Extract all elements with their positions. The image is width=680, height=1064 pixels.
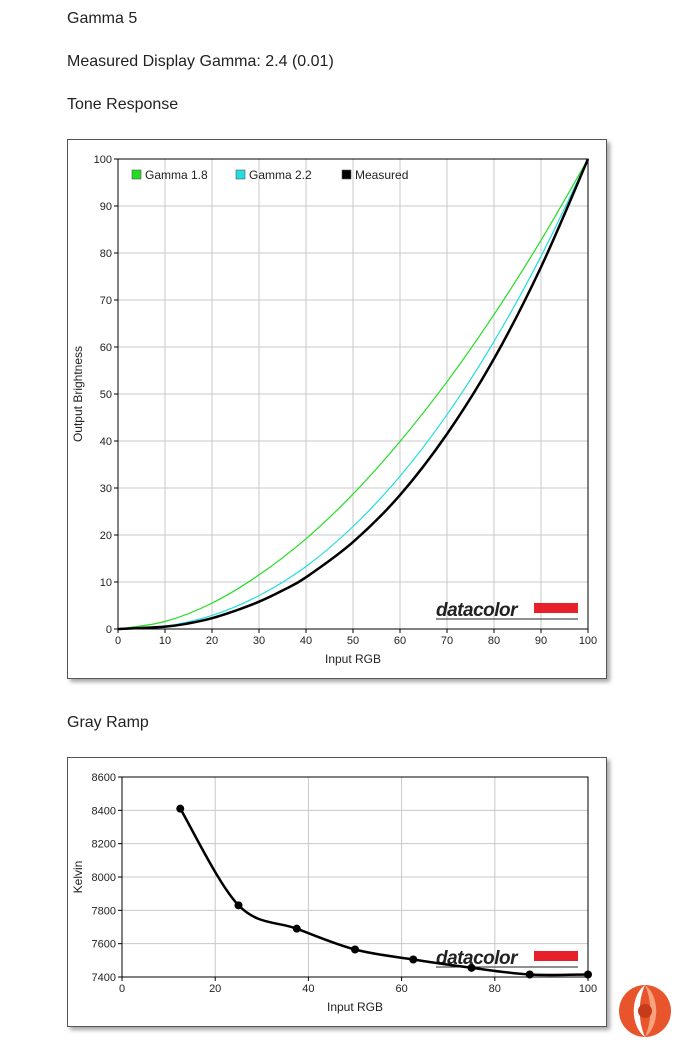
y-tick-label: 50 [100, 389, 112, 401]
datacolor-watermark-bar [534, 603, 578, 613]
y-tick-label: 80 [100, 248, 112, 260]
y-tick-label: 100 [94, 154, 112, 166]
x-tick-label: 20 [209, 983, 221, 995]
legend-label: Gamma 1.8 [145, 168, 208, 182]
y-tick-label: 7800 [92, 905, 116, 917]
x-tick-label: 40 [302, 983, 314, 995]
datacolor-watermark: datacolor [436, 948, 519, 969]
y-tick-label: 8600 [92, 772, 116, 784]
x-tick-label: 60 [394, 635, 406, 647]
data-point [292, 924, 301, 933]
gray-ramp-heading: Gray Ramp [67, 714, 149, 731]
x-tick-label: 30 [253, 635, 265, 647]
x-tick-label: 100 [579, 983, 597, 995]
series-line-gamma-2-2 [117, 158, 589, 630]
data-point [351, 945, 359, 954]
data-point [409, 955, 418, 964]
datacolor-watermark: datacolor [436, 600, 519, 621]
tone-response-chart: 0 10 20 30 40 50 60 70 80 90 100 0 10 20 30 40 50 60 70 80 9… [71, 154, 597, 666]
tone-response-chart-frame: 0 10 20 30 40 50 60 70 80 90 100 0 10 20 30 40 50 60 70 80 9… [67, 139, 607, 679]
gray-ramp-chart-frame: 0 20 40 60 80 100 7400 7600 7800 8000 8200 8400 8600… [67, 757, 607, 1027]
y-tick-label: 8000 [92, 872, 116, 884]
x-tick-label: 80 [489, 983, 501, 995]
x-tick-label: 70 [441, 635, 453, 647]
x-tick-label: 80 [488, 635, 500, 647]
x-tick-label: 20 [206, 635, 218, 647]
gray-ramp-chart: 0 20 40 60 80 100 7400 7600 7800 8000 8200 8400 8600… [71, 772, 597, 1014]
y-tick-label: 70 [100, 295, 112, 307]
y-tick-label: 7600 [92, 939, 116, 951]
data-point [176, 804, 185, 813]
y-tick-label: 8200 [92, 839, 116, 851]
legend-swatch [131, 169, 142, 180]
page-title: Gamma 5 [67, 10, 138, 27]
legend-label: Gamma 2.2 [249, 168, 312, 182]
x-tick-label: 90 [535, 635, 547, 647]
legend-label: Measured [355, 168, 408, 182]
y-tick-label: 90 [100, 201, 112, 213]
site-logo-icon [619, 985, 671, 1037]
x-axis-label: Input RGB [325, 652, 381, 666]
y-tick-label: 20 [100, 530, 112, 542]
data-point [584, 970, 592, 979]
x-tick-label: 50 [347, 635, 359, 647]
legend-swatch [341, 169, 352, 180]
x-tick-label: 0 [115, 635, 121, 647]
x-tick-label: 60 [395, 983, 407, 995]
tone-response-heading: Tone Response [67, 96, 179, 113]
y-tick-label: 60 [100, 342, 112, 354]
y-axis-label: Kelvin [71, 861, 85, 894]
y-tick-label: 10 [100, 577, 112, 589]
x-tick-label: 100 [579, 635, 597, 647]
y-tick-label: 40 [100, 436, 112, 448]
x-tick-label: 40 [300, 635, 312, 647]
datacolor-watermark-bar [534, 951, 578, 961]
legend-swatch [235, 169, 246, 180]
data-point [467, 963, 476, 972]
y-tick-label: 30 [100, 483, 112, 495]
x-tick-label: 10 [159, 635, 171, 647]
measured-gamma-text: Measured Display Gamma: 2.4 (0.01) [67, 53, 334, 70]
y-tick-label: 0 [106, 624, 112, 636]
series-line-series [179, 808, 589, 977]
y-tick-label: 8400 [92, 805, 116, 817]
data-point [525, 970, 534, 979]
series-line-measured [117, 158, 590, 631]
data-point [234, 901, 243, 910]
series-line-gamma-1-8 [117, 158, 589, 630]
y-tick-label: 7400 [92, 972, 116, 984]
y-axis-label: Output Brightness [71, 346, 85, 442]
x-axis-label: Input RGB [327, 1000, 383, 1014]
x-tick-label: 0 [119, 983, 125, 995]
